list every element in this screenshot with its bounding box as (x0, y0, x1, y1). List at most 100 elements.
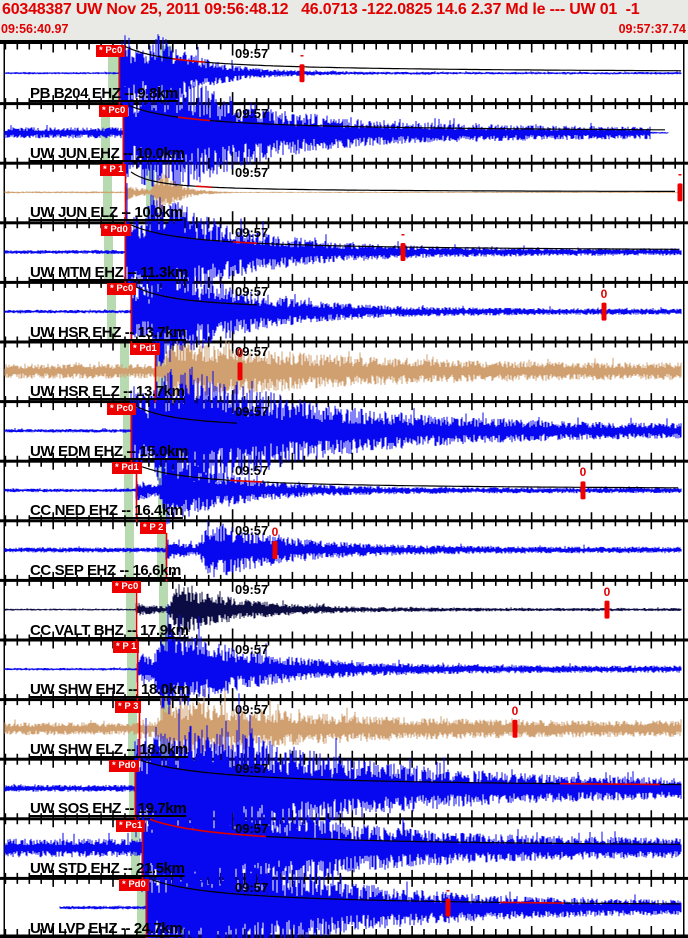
trace-station-label: UW HSR ELZ -- 13.7km (30, 383, 185, 401)
coda-marker-label[interactable]: 0 (511, 703, 519, 718)
trace-station-label: PB B204 EHZ -- 9.8km (30, 85, 178, 103)
coda-marker-bar[interactable] (580, 481, 586, 500)
coda-marker-label[interactable]: - (401, 227, 405, 241)
trace-divider (0, 280, 688, 284)
seismic-trace-JUN[interactable] (4, 164, 679, 218)
coda-marker-label[interactable]: - (300, 48, 304, 63)
event-summary-title: 60348387 UW Nov 25, 2011 09:56:48.12 46.… (2, 1, 640, 18)
trace-station-label: CC SEP EHZ -- 16.6km (30, 561, 181, 579)
right-border (683, 40, 685, 938)
coda-marker-label[interactable]: 0 (271, 525, 279, 539)
coda-envelope-red (229, 479, 263, 483)
coda-marker-label[interactable]: 0 (603, 584, 611, 599)
pick-flag[interactable]: * P 2 (140, 521, 167, 534)
coda-envelope-red (232, 241, 258, 244)
coda-envelope-red (195, 185, 213, 188)
trace-station-label: UW SHW ELZ -- 18.0km (30, 740, 188, 758)
trace-divider (0, 221, 688, 225)
minute-tick-label: 09:57 (235, 642, 269, 657)
minute-tick-label: 09:57 (235, 344, 269, 359)
coda-marker-bar[interactable] (237, 362, 243, 381)
coda-envelope (151, 879, 680, 905)
coda-marker-bar[interactable] (400, 243, 406, 262)
coda-envelope-red (177, 116, 211, 122)
seismic-trace-SEP[interactable] (4, 520, 682, 578)
minute-tick-label: 09:57 (235, 403, 269, 419)
left-border (3, 40, 5, 938)
header-bar: 60348387 UW Nov 25, 2011 09:56:48.12 46.… (0, 0, 688, 40)
seismic-trace-SHW[interactable] (4, 689, 682, 761)
trace-station-label: UW JUN ELZ -- 10.0km (30, 204, 183, 222)
seismic-trace-SHW[interactable] (4, 604, 682, 716)
pick-flag[interactable]: * Pd1 (112, 462, 142, 475)
pick-flag[interactable]: * P 3 (115, 700, 142, 713)
minute-tick-label: 09:57 (235, 463, 269, 479)
trace-divider (0, 698, 688, 702)
window-start-time: 09:56:40.97 (1, 22, 69, 36)
coda-marker-label[interactable]: 0 (600, 286, 608, 301)
minute-tick-label: 09:57 (235, 284, 269, 300)
coda-marker-bar[interactable] (445, 898, 451, 917)
coda-envelope-red (500, 901, 564, 904)
coda-envelope (136, 405, 238, 424)
trace-divider (0, 340, 688, 344)
bottom-ruler (0, 934, 688, 938)
trace-divider (0, 757, 688, 761)
coda-marker-bar[interactable] (299, 64, 305, 83)
pick-flag[interactable]: * Pd0 (101, 223, 131, 236)
coda-marker-bar[interactable] (604, 600, 610, 619)
minute-tick-label: 09:57 (235, 701, 269, 717)
coda-envelope (136, 286, 258, 306)
pick-flag[interactable]: * Pd1 (130, 343, 160, 355)
minute-tick-label: 09:57 (235, 522, 269, 538)
trace-divider (0, 102, 688, 106)
coda-marker-bar[interactable] (601, 302, 607, 321)
coda-marker-bar[interactable] (677, 183, 683, 202)
trace-station-label: UW SOS EHZ -- 19.7km (30, 800, 187, 818)
seismic-trace-EDM[interactable] (4, 366, 682, 492)
pick-flag[interactable]: * Pc0 (99, 104, 129, 117)
pick-flag[interactable]: * Pc0 (107, 402, 137, 415)
pick-flag[interactable]: * Pc0 (107, 283, 137, 296)
trace-station-label: UW STD EHZ -- 21.5km (30, 859, 185, 877)
seismic-trace-NED[interactable] (4, 457, 682, 525)
seismic-trace-LVP[interactable] (59, 812, 682, 938)
coda-envelope-red (172, 58, 206, 63)
seismic-trace-JUN[interactable] (4, 52, 669, 196)
trace-divider (0, 817, 688, 821)
coda-marker-label[interactable]: - (446, 882, 450, 897)
trace-divider (0, 400, 688, 404)
pick-flag[interactable]: * P 1 (113, 641, 140, 653)
coda-marker-label[interactable]: 0 (236, 346, 244, 361)
seismic-trace-STD[interactable] (4, 759, 682, 912)
coda-envelope-red (560, 782, 660, 786)
waveform-canvas[interactable] (0, 34, 688, 938)
coda-marker-label[interactable]: - (678, 167, 682, 182)
coda-envelope (128, 104, 665, 131)
trace-panel[interactable]: PB B204 EHZ -- 9.8km 09:57 * Pc0 - UW JUN EH… (0, 34, 688, 938)
trace-divider (0, 578, 688, 582)
pick-flag[interactable]: * Pd0 (109, 760, 139, 773)
coda-marker-bar[interactable] (512, 719, 518, 738)
seismic-trace-MTM[interactable] (4, 183, 682, 312)
pick-flag[interactable]: * P 1 (100, 164, 127, 177)
minute-tick-label: 09:57 (235, 46, 269, 61)
minute-tick-label: 09:57 (235, 820, 269, 836)
coda-envelope-red (149, 818, 267, 838)
minute-tick-label: 09:57 (235, 880, 269, 896)
trace-station-label: UW MTM EHZ -- 11.3km (30, 263, 188, 281)
trace-divider (0, 638, 688, 642)
coda-marker-bar[interactable] (272, 541, 278, 560)
trace-station-label: UW JUN EHZ -- 10.0km (30, 144, 185, 162)
coda-marker-label[interactable]: 0 (579, 465, 587, 480)
pick-flag[interactable]: * Pc0 (112, 581, 142, 594)
pick-flag[interactable]: * Pc1 (116, 819, 146, 832)
pick-flag[interactable]: * Pc0 (96, 45, 126, 57)
trace-station-label: UW EDM EHZ -- 15.0km (30, 442, 188, 460)
coda-envelope (124, 45, 682, 72)
coda-envelope (130, 171, 675, 192)
trace-station-label: UW HSR EHZ -- 13.7km (30, 323, 187, 341)
trace-divider (0, 876, 688, 880)
pick-flag[interactable]: * Pd0 (119, 879, 149, 892)
